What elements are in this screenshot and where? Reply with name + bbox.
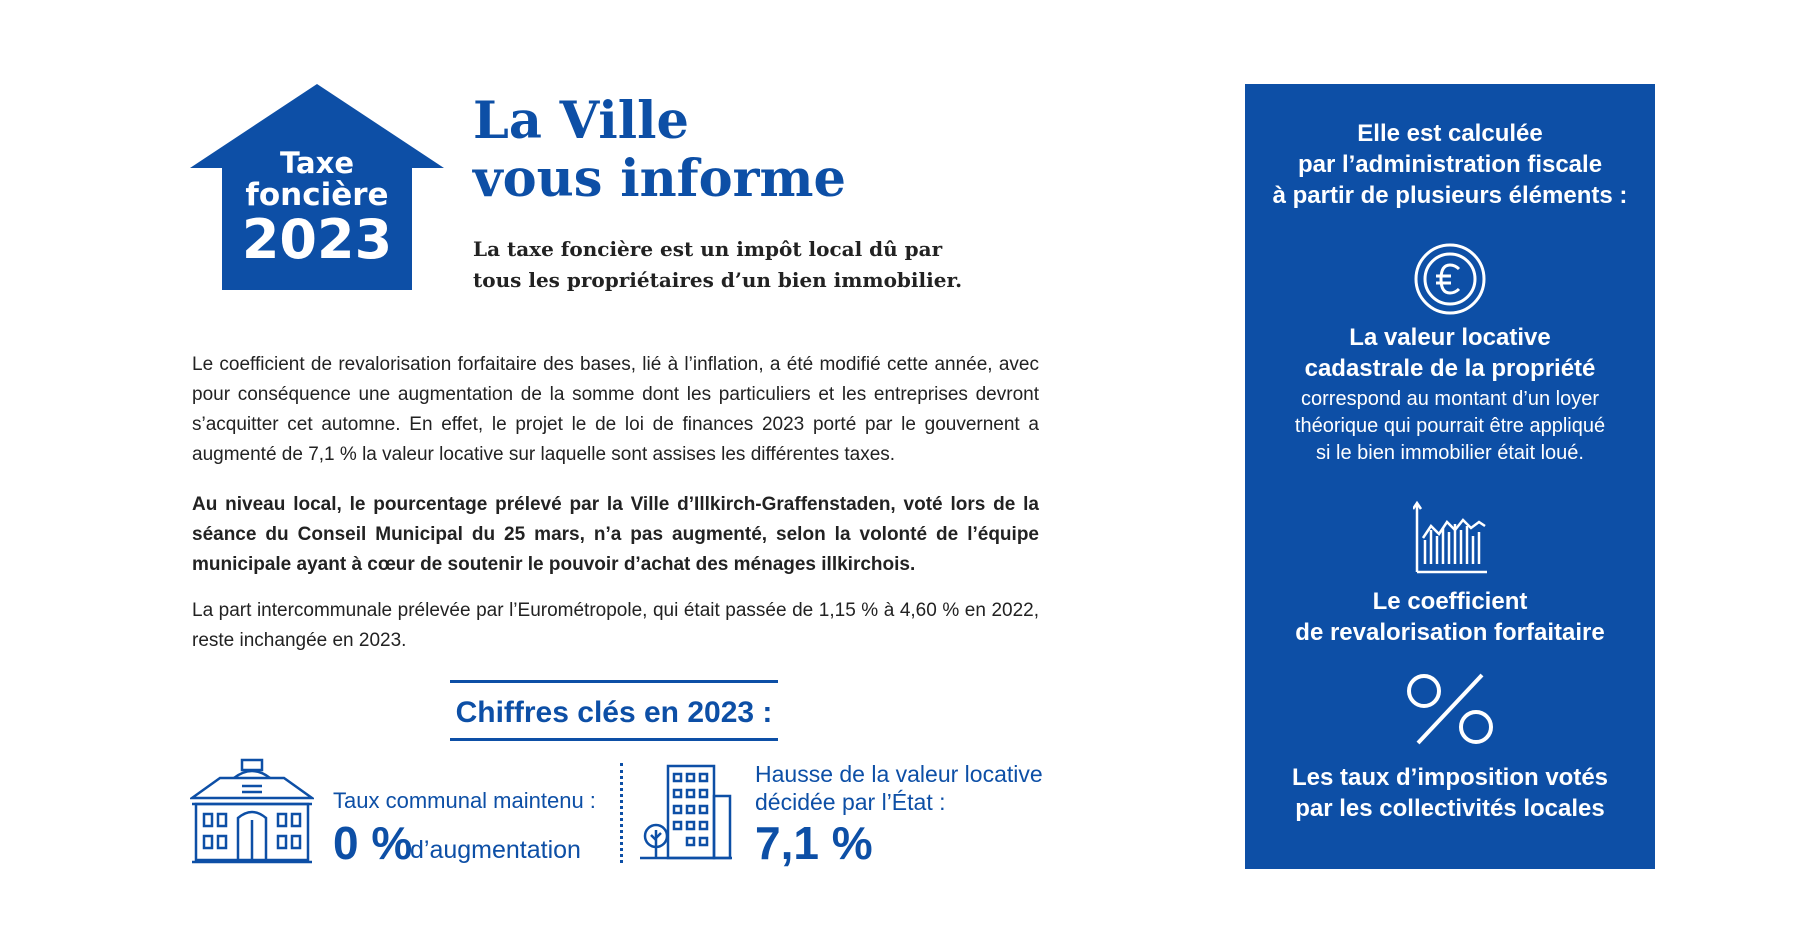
logo-year: 2023	[241, 208, 393, 271]
subtitle-line-1: La taxe foncière est un impôt local dû p…	[473, 237, 943, 261]
rental-desc-line-2: théorique qui pourrait être appliqué	[1294, 415, 1606, 437]
rental-value-title: La valeur locative cadastrale de la prop…	[1245, 322, 1655, 384]
state-increase-label: Hausse de la valeur locative décidée par…	[755, 760, 1043, 816]
tax-rates-title: Les taux d’imposition votés par les coll…	[1245, 762, 1655, 824]
page-subtitle: La taxe foncière est un impôt local dû p…	[473, 234, 1033, 296]
growth-chart-icon	[1411, 500, 1489, 581]
subtitle-line-2: tous les propriétaires d’un bien immobil…	[473, 268, 963, 292]
paragraph-eurometropole: La part intercommunale prélevée par l’Eu…	[192, 600, 1039, 651]
percent-icon	[1400, 671, 1500, 752]
rental-desc-line-1: correspond au montant d’un loyer	[1301, 388, 1599, 410]
coefficient-title: Le coefficient de revalorisation forfait…	[1245, 586, 1655, 648]
communal-rate-suffix: d’augmentation	[410, 836, 581, 864]
tax-calculation-panel: Elle est calculée par l’administration f…	[1245, 84, 1655, 869]
state-increase-value: 7,1 %	[755, 817, 873, 869]
building-icon	[640, 762, 732, 867]
rental-title-line-2: cadastrale de la propriété	[1304, 355, 1596, 382]
title-line-2: vous informe	[473, 149, 846, 209]
euro-icon	[1413, 242, 1487, 321]
communal-rate-value: 0 %	[333, 817, 413, 869]
panel-intro-line-2: par l’administration fiscale	[1297, 151, 1603, 178]
page-title: La Ville vous informe	[473, 92, 846, 208]
rental-value-description: correspond au montant d’un loyer théoriq…	[1245, 386, 1655, 467]
state-label-line-2: décidée par l’État :	[755, 789, 946, 815]
coef-title-line-1: Le coefficient	[1372, 588, 1528, 615]
divider	[620, 763, 623, 863]
rental-desc-line-3: si le bien immobilier était loué.	[1316, 442, 1584, 464]
house-shape-icon	[190, 84, 444, 290]
panel-intro-line-1: Elle est calculée	[1357, 120, 1543, 147]
state-label-line-1: Hausse de la valeur locative	[755, 761, 1043, 787]
communal-rate-label: Taux communal maintenu :	[333, 788, 596, 813]
logo-line-1: Taxe	[280, 146, 354, 180]
city-hall-icon	[188, 758, 316, 869]
tax-rates-line-2: par les collectivités locales	[1295, 795, 1605, 822]
tax-house-logo: Taxe foncière 2023	[190, 84, 444, 290]
panel-intro-line-3: à partir de plusieurs éléments :	[1272, 182, 1628, 209]
paragraph-inflation: Le coefficient de revalorisation forfait…	[192, 354, 1039, 465]
panel-intro: Elle est calculée par l’administration f…	[1245, 118, 1655, 211]
key-figures-heading: Chiffres clés en 2023 :	[450, 680, 778, 741]
paragraph-local-rate: Au niveau local, le pourcentage prélevé …	[192, 494, 1039, 575]
logo-line-2: foncière	[245, 177, 389, 213]
title-line-1: La Ville	[473, 91, 689, 151]
rental-title-line-1: La valeur locative	[1349, 324, 1551, 351]
tax-rates-line-1: Les taux d’imposition votés	[1291, 764, 1609, 791]
coef-title-line-2: de revalorisation forfaitaire	[1295, 619, 1605, 646]
